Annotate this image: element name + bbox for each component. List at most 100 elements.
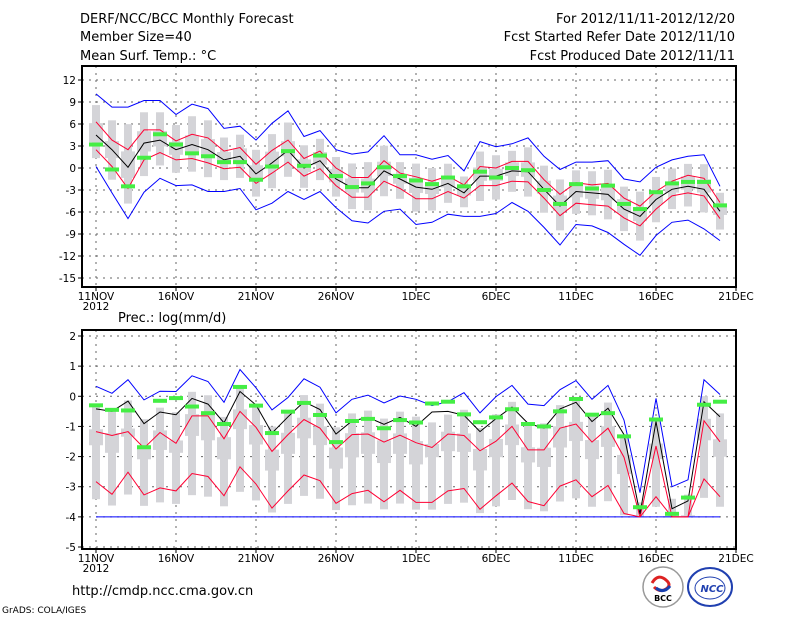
whisker-bar [348, 413, 356, 506]
median-mark [489, 175, 503, 180]
y-tick-label: -9 [66, 229, 76, 241]
median-mark [409, 420, 423, 425]
bcc-logo: BCC [642, 566, 684, 608]
median-mark [185, 151, 199, 156]
member-size: Member Size=40 [80, 30, 192, 45]
series-mean-plus-std [95, 410, 721, 518]
median-mark [185, 404, 199, 409]
y-tick-label: 0 [69, 391, 76, 403]
whisker-bar [588, 416, 596, 507]
x-year-label: 2012 [83, 301, 110, 313]
box-bar [345, 433, 359, 458]
whisker-bar [636, 502, 644, 517]
whisker-bar [700, 396, 708, 498]
whisker-bar [236, 386, 244, 492]
precip-chart-title: Prec.: log(mm/d) [118, 311, 226, 326]
x-year-label: 2012 [83, 563, 110, 575]
median-mark [713, 399, 727, 404]
whisker-bar [124, 400, 132, 495]
whisker-bar [684, 494, 692, 517]
median-mark [137, 155, 151, 160]
median-mark [121, 184, 135, 189]
median-mark [457, 412, 471, 417]
median-mark [265, 164, 279, 169]
series-mean-minus-std [95, 149, 721, 227]
median-mark [665, 181, 679, 186]
whisker-bar [444, 414, 452, 504]
whisker-bar [108, 410, 116, 506]
series-max [95, 368, 721, 493]
box-bar [265, 449, 279, 471]
box-bar [249, 425, 263, 445]
median-mark [361, 416, 375, 421]
box-bar [553, 426, 567, 448]
median-mark [585, 186, 599, 191]
whisker-bar [380, 418, 388, 510]
x-tick-label: 21NOV [238, 553, 275, 565]
box-bar [393, 433, 407, 454]
plot-frame [81, 65, 737, 288]
forecast-period: For 2012/11/11-2012/12/20 [556, 12, 735, 27]
y-tick-label: -15 [59, 273, 76, 285]
whisker-bar [492, 414, 500, 507]
series-mean-minus-std [95, 465, 721, 518]
median-mark [665, 511, 679, 516]
box-bar [361, 178, 375, 193]
x-tick-label: 16DEC [638, 291, 673, 303]
y-tick-label: -5 [66, 542, 76, 554]
x-tick-label: 11DEC [558, 553, 593, 565]
median-mark [553, 201, 567, 206]
whisker-bar [556, 405, 564, 502]
median-mark [409, 178, 423, 183]
grads-credit: GrADS: COLA/IGES [2, 606, 86, 616]
whisker-bar [572, 397, 580, 499]
median-mark [249, 403, 263, 408]
median-mark [537, 424, 551, 429]
median-mark [249, 177, 263, 182]
median-mark [633, 505, 647, 510]
median-mark [473, 420, 487, 425]
x-tick-label: 11DEC [558, 291, 593, 303]
x-tick-label: 6DEC [482, 291, 511, 303]
x-tick-label: 1DEC [402, 291, 431, 303]
box-bar [89, 123, 103, 143]
y-tick-label: 0 [69, 163, 76, 175]
y-tick-label: 12 [63, 75, 76, 87]
box-bar [425, 443, 439, 458]
box-bar [713, 203, 727, 215]
whisker-bar [300, 395, 308, 496]
box-bar [601, 184, 615, 201]
whisker-bar [524, 422, 532, 510]
median-mark [169, 142, 183, 147]
whisker-bar [604, 402, 612, 502]
median-mark [457, 184, 471, 189]
median-mark [265, 431, 279, 436]
y-tick-label: -4 [66, 512, 77, 524]
median-mark [201, 154, 215, 159]
median-mark [489, 415, 503, 420]
ncc-logo: NCC [687, 567, 733, 607]
produced-date: Fcst Produced Date 2012/11/11 [530, 49, 735, 64]
median-mark [345, 419, 359, 424]
median-mark [105, 167, 119, 172]
box-bar [169, 440, 183, 453]
box-bar [249, 165, 263, 179]
box-bar [585, 440, 599, 460]
x-tick-label: 26NOV [318, 553, 355, 565]
median-mark [329, 174, 343, 179]
median-mark [297, 163, 311, 168]
x-tick-label: 16NOV [158, 291, 195, 303]
source-url[interactable]: http://cmdp.ncc.cma.gov.cn [72, 584, 253, 599]
median-mark [473, 169, 487, 174]
median-mark [153, 398, 167, 403]
box-bar [521, 447, 535, 463]
y-tick-label: 6 [69, 119, 76, 131]
series-mean [95, 134, 721, 218]
median-mark [313, 412, 327, 417]
whisker-bar [508, 401, 516, 500]
median-mark [361, 181, 375, 186]
box-bar [297, 417, 311, 439]
box-bar [329, 447, 343, 469]
median-mark [521, 168, 535, 173]
